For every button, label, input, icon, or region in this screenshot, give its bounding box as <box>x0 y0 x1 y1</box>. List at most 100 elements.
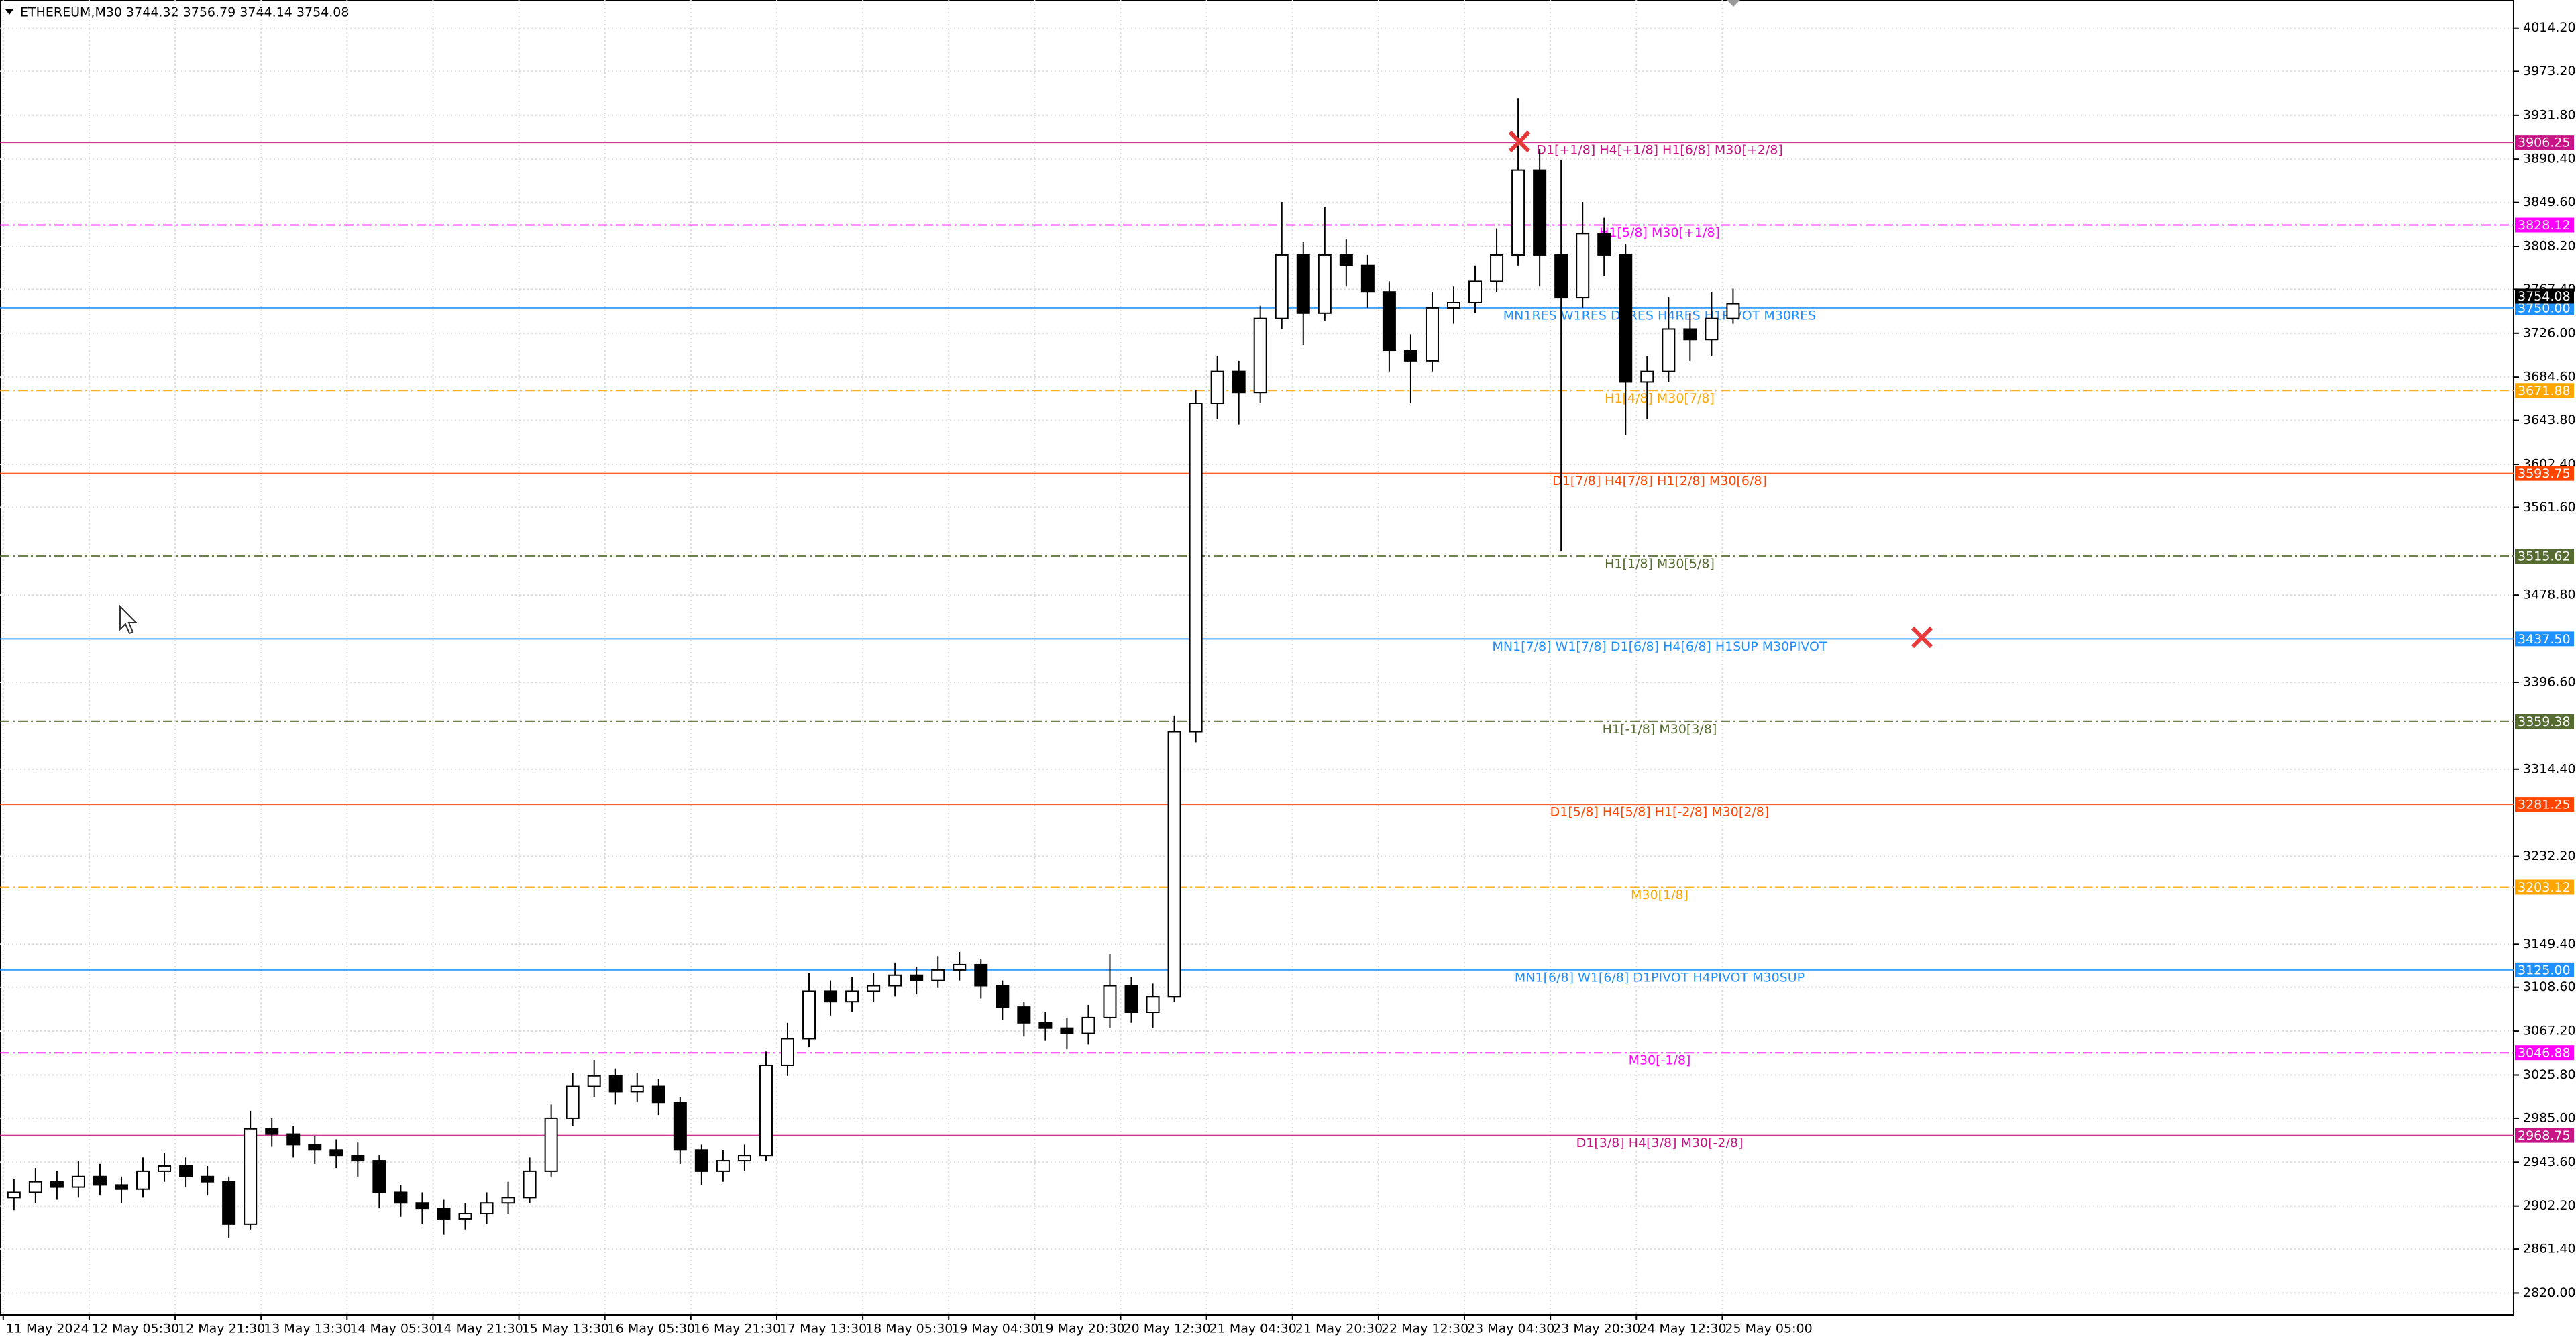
candle-body <box>824 990 838 1003</box>
menu-arrow[interactable] <box>5 9 13 15</box>
current-price-label: 3754.08 <box>2518 289 2571 304</box>
candle-body <box>888 974 902 987</box>
y-tick-label: 2861.40 <box>2523 1242 2576 1256</box>
candle-body <box>244 1128 258 1225</box>
x-tick-label: 21 May 20:30 <box>1295 1322 1383 1336</box>
candle-body <box>1726 303 1740 319</box>
y-tick-label: 3314.40 <box>2523 761 2576 776</box>
price-tag <box>2515 962 2574 977</box>
level-text: D1[+1/8] H4[+1/8] H1[6/8] M30[+2/8] <box>1536 143 1783 158</box>
x-tick-label: 23 May 04:30 <box>1467 1322 1554 1336</box>
candle-body <box>673 1102 687 1151</box>
candle-body <box>1490 254 1504 282</box>
y-tick-label: 3931.80 <box>2523 107 2576 122</box>
candle-body <box>329 1149 343 1157</box>
price-tag-label: 2968.75 <box>2518 1128 2571 1143</box>
candle-body <box>630 1085 644 1093</box>
candle-body <box>114 1184 128 1190</box>
price-tag <box>2515 135 2574 150</box>
candle-body <box>1232 370 1246 394</box>
price-tag-label: 3046.88 <box>2518 1046 2571 1061</box>
candle-body <box>867 985 881 992</box>
candle-body <box>93 1175 107 1186</box>
price-tag-label: 3437.50 <box>2518 632 2571 647</box>
candle-body <box>1060 1027 1074 1034</box>
x-tick-label: 21 May 04:30 <box>1210 1322 1297 1336</box>
candle-body <box>1189 403 1203 733</box>
x-tick-label: 19 May 20:30 <box>1037 1322 1124 1336</box>
price-tag <box>2515 217 2574 233</box>
candle-body <box>1597 233 1611 256</box>
candle-body <box>158 1165 172 1172</box>
candle-body <box>136 1170 150 1190</box>
x-tick-label: 17 May 13:30 <box>780 1322 867 1336</box>
candle-body <box>1511 169 1525 256</box>
candle-body <box>1124 985 1138 1014</box>
x-tick-label: 11 May 2024 <box>6 1322 89 1336</box>
chart-title: ETHEREUM,M30 3744.32 3756.79 3744.14 375… <box>20 5 349 20</box>
candle-body <box>1296 254 1310 314</box>
y-tick-label: 3108.60 <box>2523 979 2576 994</box>
plot-frame <box>0 0 2514 1316</box>
level-text: MN1[7/8] W1[7/8] D1[6/8] H4[6/8] H1SUP M… <box>1492 639 1827 654</box>
price-tag-label: 3906.25 <box>2518 136 2571 150</box>
x-tick-label: 25 May 05:00 <box>1725 1322 1812 1336</box>
y-tick-label: 3890.40 <box>2523 152 2576 166</box>
price-tag-label: 3828.12 <box>2518 218 2571 233</box>
x-tick-label: 15 May 13:30 <box>522 1322 609 1336</box>
y-tick-label: 3726.00 <box>2523 325 2576 340</box>
candle-body <box>953 963 967 971</box>
candle-body <box>910 974 924 981</box>
candle-body <box>802 990 816 1040</box>
candle-body <box>1360 264 1375 293</box>
candle-body <box>1017 1006 1031 1024</box>
x-tick-label: 12 May 21:30 <box>178 1322 265 1336</box>
candle-body <box>566 1085 580 1119</box>
price-tag <box>2515 549 2574 564</box>
price-tag <box>2515 300 2574 315</box>
y-tick-label: 3808.20 <box>2523 238 2576 253</box>
mouse-cursor <box>119 604 138 635</box>
x-marker <box>1508 130 1531 153</box>
x-tick-label: 14 May 21:30 <box>435 1322 523 1336</box>
x-tick-label: 22 May 12:30 <box>1381 1322 1468 1336</box>
candle-body <box>780 1038 794 1066</box>
candle-body <box>1210 370 1224 405</box>
candle-body <box>1576 233 1590 299</box>
y-tick-label: 3973.20 <box>2523 64 2576 78</box>
level-text: H1[4/8] M30[7/8] <box>1605 391 1715 406</box>
x-tick-label: 23 May 20:30 <box>1553 1322 1640 1336</box>
candle-body <box>759 1064 773 1157</box>
candle-body <box>716 1160 730 1172</box>
level-text: MN1[6/8] W1[6/8] D1PIVOT H4PIVOT M30SUP <box>1515 970 1805 985</box>
candle-body <box>1275 254 1289 319</box>
candle-body <box>201 1175 215 1183</box>
y-tick-label: 3067.20 <box>2523 1024 2576 1038</box>
candle-body <box>351 1155 365 1162</box>
candle-body <box>544 1117 558 1172</box>
candle-body <box>1103 985 1117 1018</box>
price-tag <box>2515 383 2574 398</box>
candle-body <box>1554 254 1568 299</box>
x-tick-label: 18 May 05:30 <box>865 1322 953 1336</box>
candle-body <box>480 1202 494 1215</box>
price-tag-label: 3359.38 <box>2518 714 2571 729</box>
candle-body <box>845 990 859 1003</box>
x-tick-label: 12 May 05:30 <box>92 1322 179 1336</box>
candle-body <box>651 1085 665 1104</box>
y-tick-label: 3643.80 <box>2523 413 2576 427</box>
level-text: H1[1/8] M30[5/8] <box>1605 557 1715 572</box>
candle-body <box>1146 996 1160 1014</box>
candle-body <box>1253 317 1267 394</box>
candle-body <box>1038 1022 1053 1029</box>
candle-body <box>179 1165 193 1177</box>
x-tick-label: 13 May 13:30 <box>264 1322 351 1336</box>
price-tag-label: 3593.75 <box>2518 466 2571 481</box>
x-tick-label: 16 May 21:30 <box>694 1322 781 1336</box>
candle-body <box>50 1181 64 1188</box>
y-tick-label: 3561.60 <box>2523 500 2576 515</box>
y-tick-label: 4014.20 <box>2523 20 2576 35</box>
